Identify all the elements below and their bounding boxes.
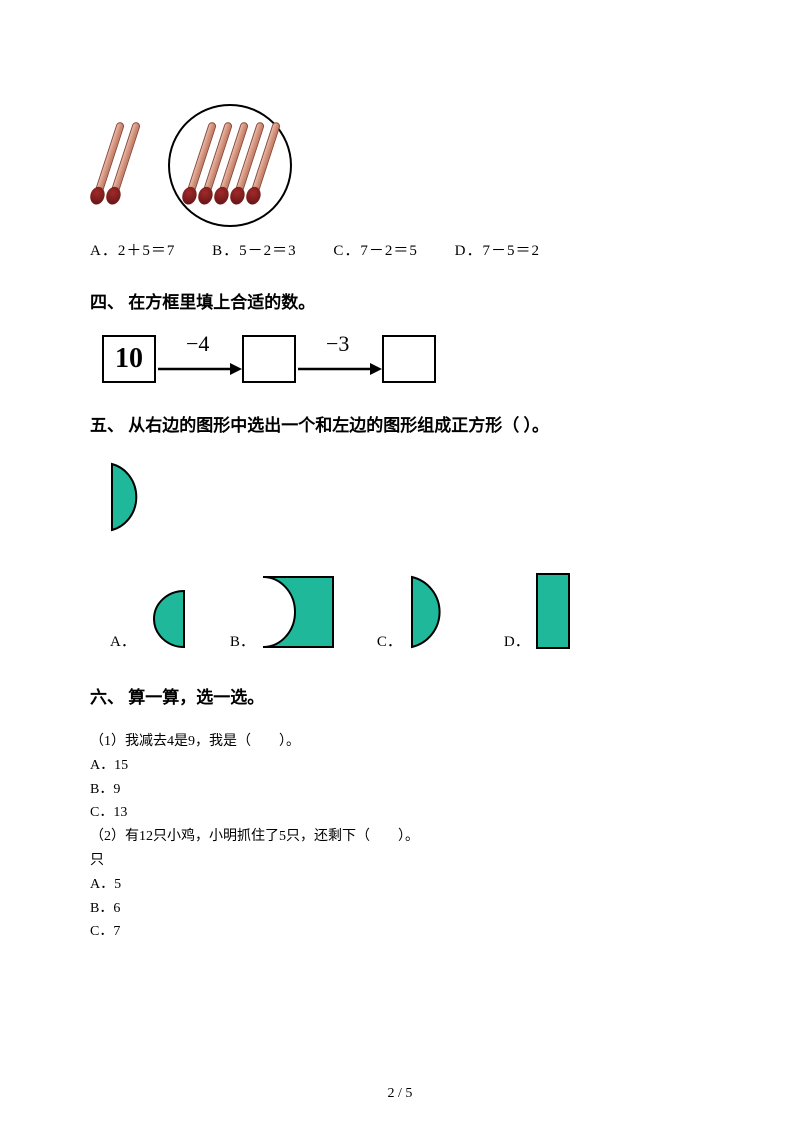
q6-sub1-option-a[interactable]: A．15	[90, 754, 710, 778]
square-minus-halfcircle-icon	[259, 573, 337, 651]
q6-sub1-option-b[interactable]: B．9	[90, 778, 710, 802]
q6-sub2-option-c[interactable]: C．7	[90, 920, 710, 944]
flow-op-1: −4	[186, 331, 209, 357]
flow-box-start: 10	[102, 335, 156, 383]
q6-sub2-option-a[interactable]: A．5	[90, 873, 710, 897]
q5-heading: 五、 从右边的图形中选出一个和左边的图形组成正方形（ ）。	[90, 411, 710, 436]
question-5: 五、 从右边的图形中选出一个和左边的图形组成正方形（ ）。 A． B． C． D…	[90, 411, 710, 651]
option-a[interactable]: A．2＋5＝7	[90, 243, 175, 259]
page-number: 2 / 5	[0, 1086, 800, 1102]
arrow-icon: −3	[296, 339, 382, 379]
flow-box-blank-1[interactable]	[242, 335, 296, 383]
half-circle-right-icon	[406, 571, 464, 651]
option-label: B．	[230, 630, 255, 651]
q6-sub1-option-c[interactable]: C．13	[90, 801, 710, 825]
q5-reference-shape	[104, 458, 710, 541]
option-d[interactable]: D．	[504, 571, 574, 651]
q5-options: A． B． C． D．	[110, 571, 710, 651]
matchstick-group-left	[100, 120, 128, 211]
q4-flow-diagram: 10 −4 −3	[102, 335, 710, 383]
option-label: A．	[110, 630, 136, 651]
question-4: 四、 在方框里填上合适的数。 10 −4 −3	[90, 288, 710, 383]
option-c[interactable]: C．	[377, 571, 464, 651]
q4-heading: 四、 在方框里填上合适的数。	[90, 288, 710, 313]
question-6: 六、 算一算，选一选。 （1）我减去4是9，我是（ ）。 A．15 B．9 C．…	[90, 683, 710, 944]
matchstick-illustration	[100, 110, 710, 221]
option-b[interactable]: B．5－2＝3	[212, 243, 297, 259]
question-3: A．2＋5＝7 B．5－2＝3 C．7－2＝5 D．7－5＝2	[90, 110, 710, 260]
q6-heading: 六、 算一算，选一选。	[90, 683, 710, 708]
option-c[interactable]: C．7－2＝5	[333, 243, 418, 259]
q6-sub2: （2）有12只小鸡，小明抓住了5只，还剩下（ ）。	[90, 825, 710, 849]
flow-op-2: −3	[326, 331, 349, 357]
q3-options: A．2＋5＝7 B．5－2＝3 C．7－2＝5 D．7－5＝2	[90, 239, 710, 260]
q6-sub2-unit: 只	[90, 849, 710, 873]
flow-box-blank-2[interactable]	[382, 335, 436, 383]
option-label: D．	[504, 630, 530, 651]
q6-sub1: （1）我减去4是9，我是（ ）。	[90, 730, 710, 754]
matchstick-group-circled	[168, 110, 292, 221]
arrow-icon: −4	[156, 339, 242, 379]
option-label: C．	[377, 630, 402, 651]
option-a[interactable]: A．	[110, 585, 190, 651]
rectangle-icon	[534, 571, 574, 651]
option-b[interactable]: B．	[230, 573, 337, 651]
half-circle-right-icon	[104, 458, 160, 536]
q6-sub2-option-b[interactable]: B．6	[90, 897, 710, 921]
half-circle-left-icon	[140, 585, 190, 651]
option-d[interactable]: D．7－5＝2	[455, 243, 540, 259]
